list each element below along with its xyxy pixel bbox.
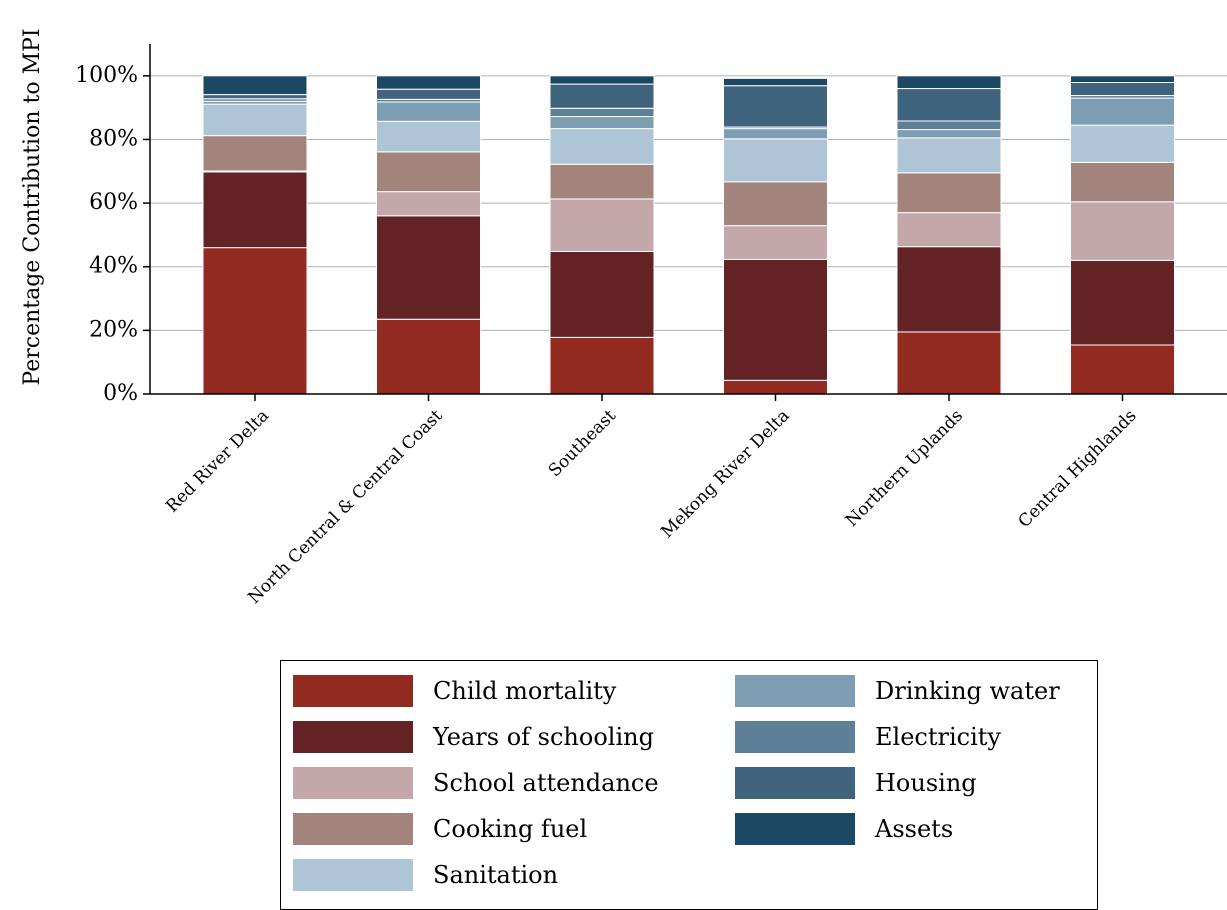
legend-swatch	[293, 859, 413, 891]
bar-segment	[1070, 75, 1175, 84]
bar-segment	[549, 116, 655, 130]
legend-label: Drinking water	[875, 677, 1060, 705]
bar-segment	[549, 83, 655, 109]
stacked-bar-chart: 0% 20% 40% 60% 80% 100% Red River DeltaNorth …	[20, 28, 1227, 608]
bar-stack	[1070, 75, 1175, 395]
legend-swatch	[293, 767, 413, 799]
legend-label: Child mortality	[433, 677, 617, 705]
y-tick-label: 20%	[89, 317, 138, 342]
legend-label: Sanitation	[433, 861, 559, 889]
legend-swatch	[735, 675, 855, 707]
bar-stack	[376, 75, 481, 395]
bar-segment	[1070, 201, 1175, 261]
bar-segment	[896, 75, 1002, 90]
bar-segment	[896, 88, 1002, 122]
bar-segment	[896, 331, 1002, 395]
x-tick-label: Red River Delta	[162, 406, 273, 517]
y-tick-label: 40%	[89, 254, 138, 279]
legend-swatch	[735, 813, 855, 845]
legend-swatch	[293, 813, 413, 845]
x-tick-label: Northern Uplands	[842, 406, 967, 531]
legend-label: Assets	[875, 815, 954, 843]
legend: Child mortality Years of schooling School …	[280, 660, 1098, 910]
bar-segment	[723, 77, 828, 87]
bar-stacks	[202, 75, 1175, 395]
legend-swatch	[293, 675, 413, 707]
x-tick-label: Central Highlands	[1015, 406, 1141, 532]
y-tick-label: 100%	[75, 63, 138, 88]
bar-segment	[723, 225, 828, 260]
bar-segment	[896, 129, 1002, 139]
y-tick-label: 80%	[89, 126, 138, 151]
bar-segment	[1070, 259, 1175, 346]
bar-stack	[896, 75, 1002, 395]
bar-segment	[723, 181, 828, 227]
bar-segment	[376, 318, 481, 395]
legend-label: Years of schooling	[433, 723, 654, 751]
bar-segment	[1070, 344, 1175, 395]
bar-segment	[549, 163, 655, 200]
bar-stack	[723, 77, 828, 395]
bar-stack	[202, 75, 308, 395]
bar-segment	[202, 94, 308, 100]
x-tick-label: North Central & Central Coast	[244, 406, 446, 608]
y-tick-labels: 0% 20% 40% 60% 80% 100%	[75, 63, 150, 406]
bar-segment	[723, 138, 828, 183]
bar-segment	[723, 85, 828, 128]
bar-segment	[723, 379, 828, 395]
y-tick-label: 0%	[103, 381, 138, 406]
bar-segment	[549, 128, 655, 165]
bar-segment	[1070, 97, 1175, 126]
bar-segment	[202, 103, 308, 137]
bar-segment	[376, 120, 481, 153]
legend-label: Electricity	[875, 723, 1001, 751]
bar-segment	[549, 336, 655, 395]
bar-segment	[549, 250, 655, 338]
x-tick-label: Mekong River Delta	[657, 406, 793, 542]
bar-segment	[1070, 124, 1175, 163]
legend-swatch	[735, 721, 855, 753]
y-tick-label: 60%	[89, 190, 138, 215]
bar-stack	[549, 75, 655, 395]
bar-segment	[376, 151, 481, 193]
bar-segment	[376, 191, 481, 217]
bar-segment	[202, 135, 308, 172]
bar-segment	[723, 258, 828, 381]
bar-segment	[376, 215, 481, 320]
legend-label: Housing	[875, 769, 977, 797]
bar-segment	[202, 75, 308, 96]
bar-segment	[723, 128, 828, 140]
bar-segment	[202, 171, 308, 249]
bar-segment	[549, 198, 655, 252]
bar-segment	[376, 75, 481, 90]
bar-segment	[896, 137, 1002, 174]
bar-segment	[896, 246, 1002, 333]
bar-segment	[549, 107, 655, 118]
legend-swatch	[735, 767, 855, 799]
bar-segment	[376, 101, 481, 122]
bar-segment	[549, 75, 655, 85]
bar-segment	[1070, 161, 1175, 203]
axes	[149, 44, 1227, 395]
bar-segment	[1070, 82, 1175, 97]
bar-segment	[202, 247, 308, 395]
bar-segment	[896, 172, 1002, 214]
legend-label: Cooking fuel	[433, 815, 588, 843]
bar-segment	[896, 212, 1002, 248]
legend-swatch	[293, 721, 413, 753]
gridlines	[150, 75, 1227, 331]
bar-segment	[896, 120, 1002, 131]
legend-label: School attendance	[433, 769, 659, 797]
x-tick-label: Southeast	[545, 406, 620, 481]
bar-segment	[376, 88, 481, 100]
y-axis-label: Percentage Contribution to MPI	[20, 28, 45, 385]
